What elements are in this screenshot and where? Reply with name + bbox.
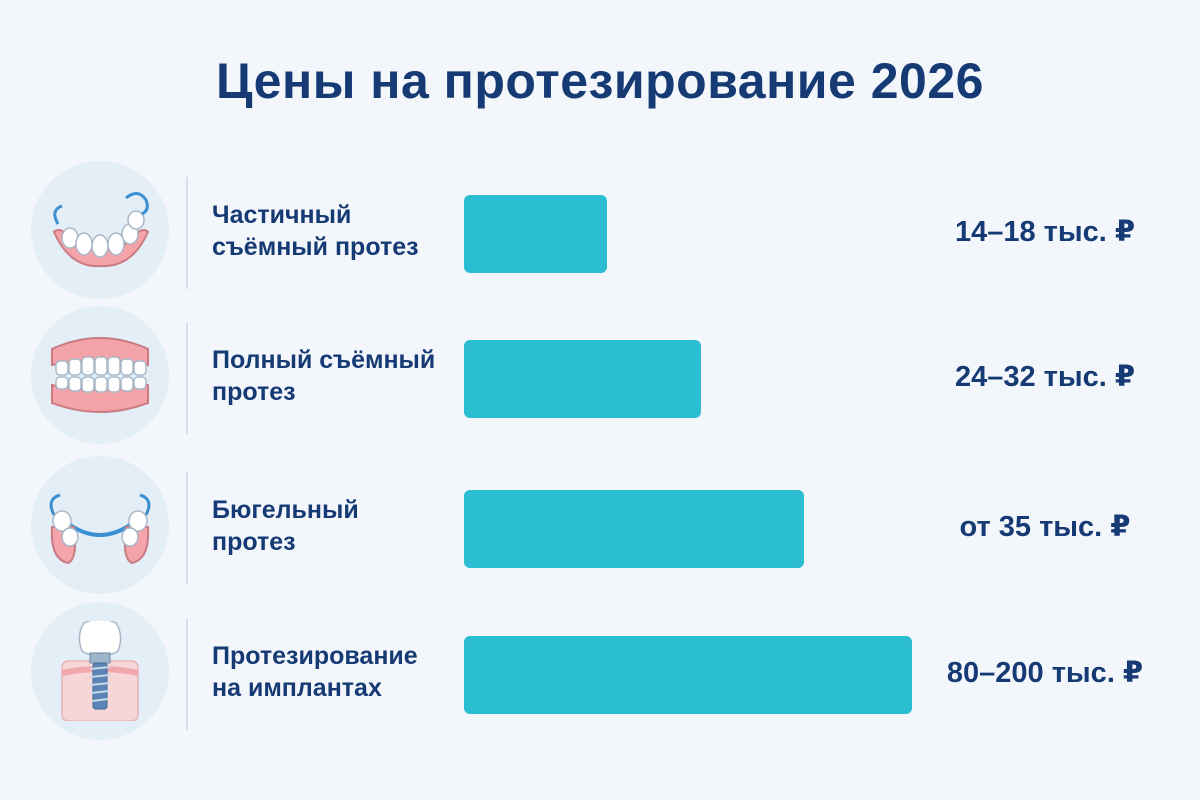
page-title: Цены на протезирование 2026 [216, 53, 984, 109]
category-label: Частичный съёмный протез [212, 157, 462, 305]
price-label: 14–18 тыс. ₽ [954, 215, 1136, 248]
partial-denture-icon [31, 161, 169, 299]
category-label-line: протез [212, 528, 296, 556]
bar [464, 195, 607, 273]
category-label-line: Бюгельный [212, 496, 359, 524]
row-divider [186, 177, 188, 289]
category-label-line: на имплантах [212, 674, 382, 702]
row-divider [186, 618, 188, 730]
bar [464, 490, 804, 568]
row-divider [186, 472, 188, 584]
row-divider [186, 322, 188, 434]
bar [464, 636, 912, 714]
category-label-line: Протезирование [212, 642, 418, 670]
chart-row: Частичный съёмный протез 14–18 тыс. ₽ [0, 157, 1200, 305]
category-label-line: протез [212, 378, 296, 406]
price-label: 80–200 тыс. ₽ [946, 656, 1144, 689]
chart-row: Бюгельный протез от 35 тыс. ₽ [0, 452, 1200, 600]
category-label-line: Полный съёмный [212, 346, 436, 374]
clasp-denture-icon [31, 456, 169, 594]
full-denture-icon [31, 306, 169, 444]
category-label: Полный съёмный протез [212, 302, 462, 450]
bar [464, 340, 701, 418]
category-label: Бюгельный протез [212, 452, 462, 600]
price-label: 24–32 тыс. ₽ [954, 360, 1136, 393]
price-label: от 35 тыс. ₽ [959, 510, 1131, 543]
category-label-line: Частичный [212, 201, 352, 229]
chart-row: Протезирование на имплантах 80–200 тыс. … [0, 598, 1200, 746]
dental-implant-icon [31, 602, 169, 740]
category-label: Протезирование на имплантах [212, 598, 462, 746]
chart-row: Полный съёмный протез 24–32 тыс. ₽ [0, 302, 1200, 450]
category-label-line: съёмный протез [212, 233, 419, 261]
